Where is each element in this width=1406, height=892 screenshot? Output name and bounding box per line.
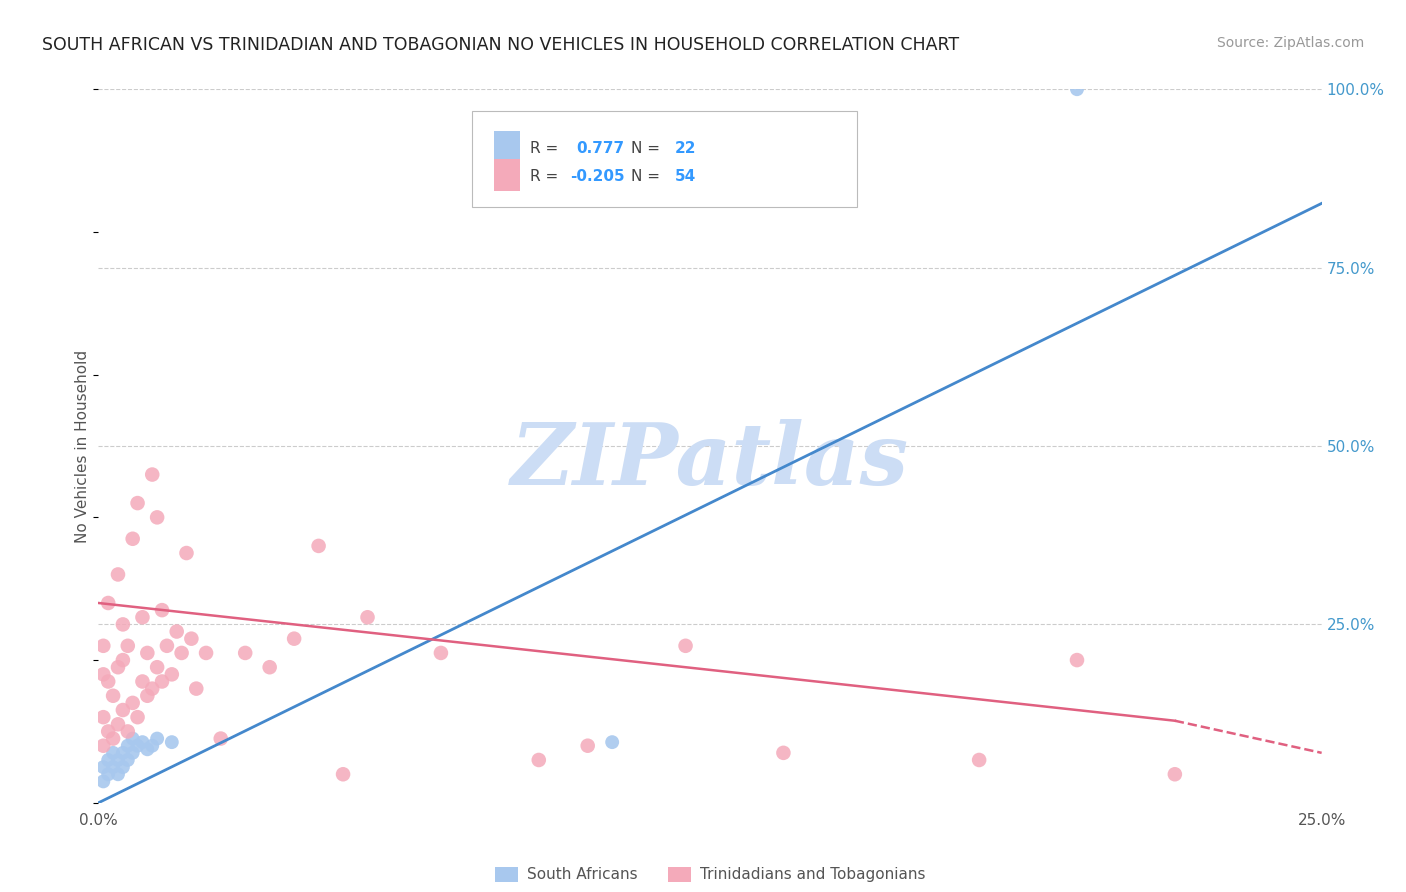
Point	[332, 767, 354, 781]
Point	[150, 603, 173, 617]
Point	[111, 653, 134, 667]
Point	[97, 767, 120, 781]
Point	[576, 739, 599, 753]
Point	[136, 742, 159, 756]
Point	[600, 735, 623, 749]
Point	[91, 639, 114, 653]
Point	[111, 617, 134, 632]
Point	[101, 731, 124, 746]
Point	[430, 646, 453, 660]
Point	[141, 739, 163, 753]
Point	[259, 660, 281, 674]
Point	[111, 746, 134, 760]
Point	[356, 610, 378, 624]
Point	[156, 639, 179, 653]
Text: ZIPatlas: ZIPatlas	[510, 418, 910, 502]
Point	[186, 681, 208, 696]
Point	[283, 632, 305, 646]
Point	[101, 760, 124, 774]
FancyBboxPatch shape	[471, 111, 856, 207]
Point	[111, 760, 134, 774]
Text: R =: R =	[530, 169, 564, 185]
Point	[136, 689, 159, 703]
Point	[127, 739, 149, 753]
Point	[97, 753, 120, 767]
Point	[111, 703, 134, 717]
Point	[127, 496, 149, 510]
Point	[91, 739, 114, 753]
Point	[176, 546, 198, 560]
Point	[117, 753, 139, 767]
Point	[117, 739, 139, 753]
Point	[150, 674, 173, 689]
Point	[180, 632, 202, 646]
Point	[136, 646, 159, 660]
Point	[107, 567, 129, 582]
Point	[91, 667, 114, 681]
Text: N =: N =	[630, 141, 665, 156]
Point	[121, 731, 143, 746]
Text: 0.777: 0.777	[576, 141, 624, 156]
Point	[1066, 82, 1088, 96]
Point	[1066, 653, 1088, 667]
Point	[91, 774, 114, 789]
Point	[117, 724, 139, 739]
Point	[160, 735, 183, 749]
Point	[121, 746, 143, 760]
Point	[170, 646, 193, 660]
Point	[121, 696, 143, 710]
Point	[209, 731, 232, 746]
Text: 54: 54	[675, 169, 696, 185]
Point	[146, 731, 169, 746]
Text: SOUTH AFRICAN VS TRINIDADIAN AND TOBAGONIAN NO VEHICLES IN HOUSEHOLD CORRELATION: SOUTH AFRICAN VS TRINIDADIAN AND TOBAGON…	[42, 36, 959, 54]
Y-axis label: No Vehicles in Household: No Vehicles in Household	[75, 350, 90, 542]
Text: -0.205: -0.205	[571, 169, 626, 185]
FancyBboxPatch shape	[494, 130, 520, 162]
Point	[91, 710, 114, 724]
Point	[97, 596, 120, 610]
Point	[166, 624, 188, 639]
Text: R =: R =	[530, 141, 564, 156]
Point	[233, 646, 256, 660]
Point	[107, 717, 129, 731]
Point	[195, 646, 218, 660]
Point	[107, 767, 129, 781]
Point	[527, 753, 550, 767]
Legend: South Africans, Trinidadians and Tobagonians: South Africans, Trinidadians and Tobagon…	[488, 861, 932, 888]
Point	[91, 760, 114, 774]
Point	[675, 639, 697, 653]
Point	[308, 539, 330, 553]
FancyBboxPatch shape	[494, 159, 520, 191]
Point	[107, 753, 129, 767]
Point	[101, 746, 124, 760]
Point	[141, 681, 163, 696]
Point	[97, 674, 120, 689]
Point	[146, 510, 169, 524]
Text: N =: N =	[630, 169, 665, 185]
Text: Source: ZipAtlas.com: Source: ZipAtlas.com	[1216, 36, 1364, 50]
Point	[101, 689, 124, 703]
Point	[107, 660, 129, 674]
Point	[146, 660, 169, 674]
Point	[117, 639, 139, 653]
Point	[1164, 767, 1187, 781]
Point	[141, 467, 163, 482]
Point	[127, 710, 149, 724]
Text: 22: 22	[675, 141, 696, 156]
Point	[131, 735, 153, 749]
Point	[131, 674, 153, 689]
Point	[967, 753, 990, 767]
Point	[772, 746, 794, 760]
Point	[131, 610, 153, 624]
Point	[97, 724, 120, 739]
Point	[160, 667, 183, 681]
Point	[121, 532, 143, 546]
